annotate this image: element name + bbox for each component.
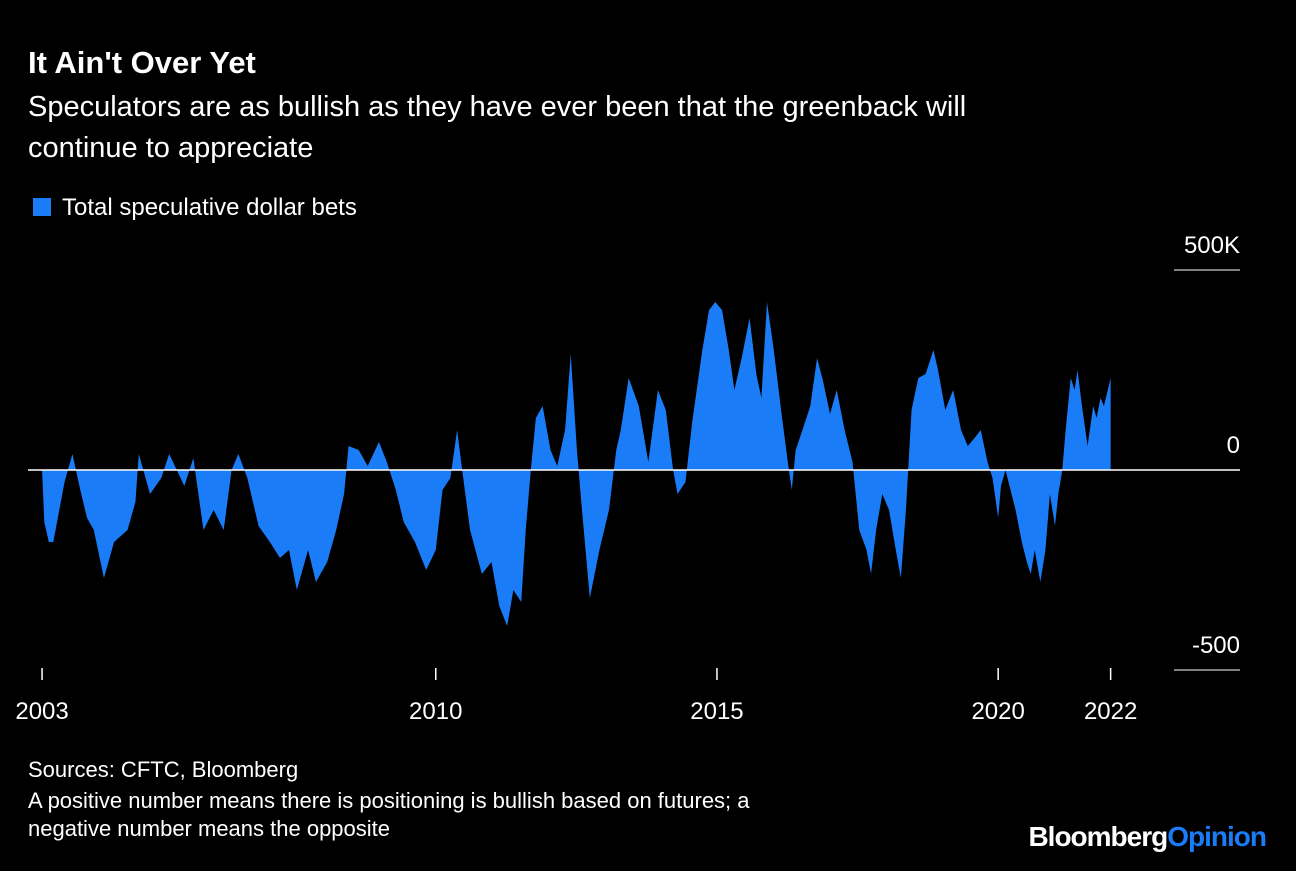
source: Sources: CFTC, Bloomberg — [28, 757, 298, 782]
logo-bloomberg: Bloomberg — [1028, 821, 1167, 852]
x-tick-label: 2003 — [15, 698, 68, 725]
x-tick-label: 2022 — [1084, 698, 1137, 725]
x-tick-label: 2015 — [690, 698, 743, 725]
x-tick-label: 2010 — [409, 698, 462, 725]
x-tick-label: 2020 — [971, 698, 1024, 725]
y-tick-label: -500 — [1192, 632, 1240, 659]
logo: BloombergOpinion — [1028, 821, 1266, 852]
chart-subtitle: Speculators are as bullish as they have … — [28, 91, 966, 123]
y-tick-label: 0 — [1227, 432, 1240, 459]
legend-swatch — [33, 198, 51, 216]
chart-title: It Ain't Over Yet — [28, 45, 256, 80]
plot: 500K 0 -500 2003 2010 2015 2020 2022 — [15, 232, 1240, 725]
y-tick-label: 500K — [1184, 232, 1240, 259]
chart-subtitle: continue to appreciate — [28, 132, 313, 164]
note: A positive number means there is positio… — [28, 788, 750, 813]
logo-opinion: Opinion — [1167, 821, 1266, 852]
note: negative number means the opposite — [28, 816, 390, 841]
area — [42, 302, 1111, 626]
legend-label: Total speculative dollar bets — [62, 194, 357, 221]
